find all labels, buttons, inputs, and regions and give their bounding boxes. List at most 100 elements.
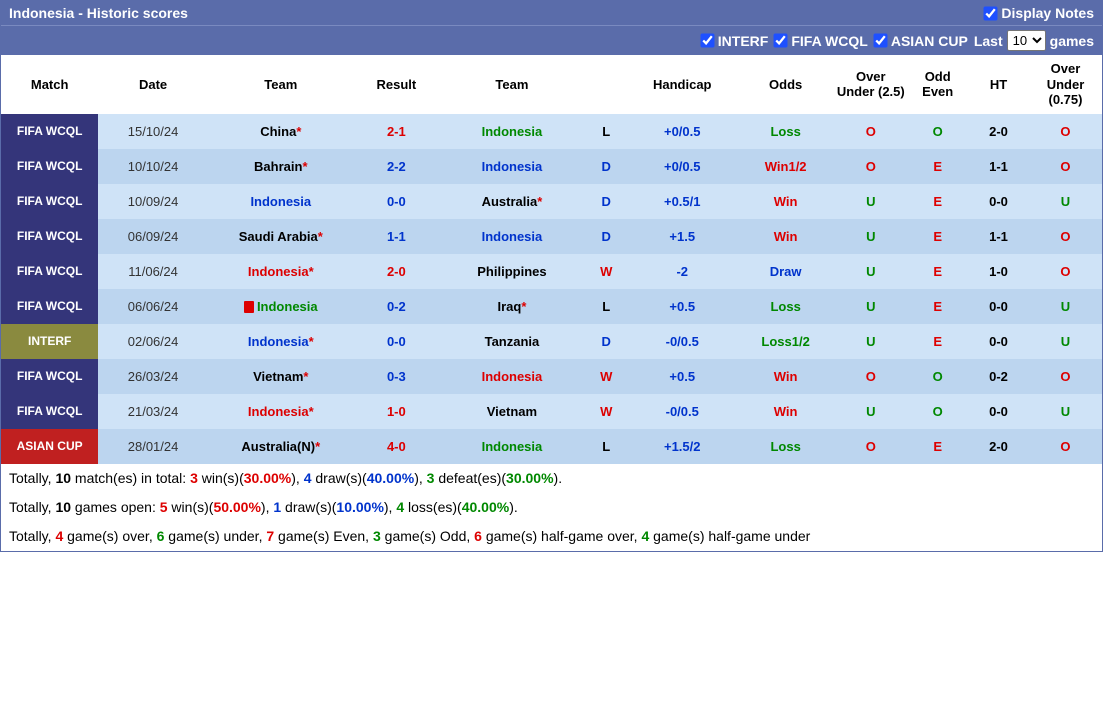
odds-cell: Win xyxy=(737,184,834,219)
odds-cell: Win xyxy=(737,219,834,254)
ou075-cell: O xyxy=(1029,149,1102,184)
team1-cell[interactable]: Australia(N)* xyxy=(208,429,354,464)
col-ou075: Over Under (0.75) xyxy=(1029,55,1102,114)
table-row[interactable]: FIFA WCQL21/03/24Indonesia*1-0VietnamW-0… xyxy=(1,394,1102,429)
result-cell: 4-0 xyxy=(354,429,439,464)
table-row[interactable]: FIFA WCQL06/09/24Saudi Arabia*1-1Indones… xyxy=(1,219,1102,254)
match-type-cell: ASIAN CUP xyxy=(1,429,98,464)
table-row[interactable]: FIFA WCQL11/06/24Indonesia*2-0Philippine… xyxy=(1,254,1102,289)
filter-wcql[interactable]: FIFA WCQL xyxy=(774,33,867,49)
match-type-cell: FIFA WCQL xyxy=(1,359,98,394)
team2-cell[interactable]: Indonesia xyxy=(439,359,585,394)
ou075-cell: O xyxy=(1029,254,1102,289)
filter-asian-checkbox[interactable] xyxy=(873,33,887,47)
team2-cell[interactable]: Indonesia xyxy=(439,114,585,149)
ou25-cell: O xyxy=(834,149,907,184)
display-notes-checkbox[interactable] xyxy=(984,6,998,20)
wdl-cell: D xyxy=(585,149,628,184)
wdl-cell: L xyxy=(585,429,628,464)
ou075-cell: U xyxy=(1029,184,1102,219)
col-result: Result xyxy=(354,55,439,114)
match-type-cell: FIFA WCQL xyxy=(1,289,98,324)
result-cell: 2-1 xyxy=(354,114,439,149)
col-odds: Odds xyxy=(737,55,834,114)
filter-asian[interactable]: ASIAN CUP xyxy=(874,33,968,49)
match-type-cell: INTERF xyxy=(1,324,98,359)
col-match: Match xyxy=(1,55,98,114)
last-games-select[interactable]: 10 xyxy=(1007,30,1046,51)
oe-cell: E xyxy=(907,289,968,324)
ou075-cell: O xyxy=(1029,359,1102,394)
team1-cell[interactable]: Indonesia* xyxy=(208,394,354,429)
oe-cell: E xyxy=(907,184,968,219)
ou25-cell: U xyxy=(834,394,907,429)
match-type-cell: FIFA WCQL xyxy=(1,184,98,219)
col-date: Date xyxy=(98,55,207,114)
team1-cell[interactable]: Saudi Arabia* xyxy=(208,219,354,254)
col-wdl xyxy=(585,55,628,114)
team1-cell[interactable]: Indonesia xyxy=(208,289,354,324)
team2-cell[interactable]: Tanzania xyxy=(439,324,585,359)
ou25-cell: U xyxy=(834,289,907,324)
filter-wcql-checkbox[interactable] xyxy=(774,33,788,47)
handicap-cell: +1.5/2 xyxy=(628,429,737,464)
oe-cell: O xyxy=(907,359,968,394)
handicap-cell: +0.5 xyxy=(628,359,737,394)
display-notes-toggle[interactable]: Display Notes xyxy=(984,5,1094,21)
col-ht: HT xyxy=(968,55,1029,114)
ou25-cell: U xyxy=(834,219,907,254)
date-cell: 02/06/24 xyxy=(98,324,207,359)
ou075-cell: U xyxy=(1029,394,1102,429)
team2-cell[interactable]: Australia* xyxy=(439,184,585,219)
team1-cell[interactable]: Bahrain* xyxy=(208,149,354,184)
table-row[interactable]: ASIAN CUP28/01/24Australia(N)*4-0Indones… xyxy=(1,429,1102,464)
last-pre-label: Last xyxy=(974,33,1003,49)
table-row[interactable]: FIFA WCQL26/03/24Vietnam*0-3IndonesiaW+0… xyxy=(1,359,1102,394)
col-oe: Odd Even xyxy=(907,55,968,114)
odds-cell: Win1/2 xyxy=(737,149,834,184)
date-cell: 28/01/24 xyxy=(98,429,207,464)
team2-cell[interactable]: Philippines xyxy=(439,254,585,289)
filter-wcql-label: FIFA WCQL xyxy=(791,33,867,49)
match-type-cell: FIFA WCQL xyxy=(1,149,98,184)
ht-cell: 0-2 xyxy=(968,359,1029,394)
ht-cell: 1-1 xyxy=(968,149,1029,184)
team1-cell[interactable]: Indonesia* xyxy=(208,324,354,359)
scores-table: Match Date Team Result Team Handicap Odd… xyxy=(1,55,1102,464)
team2-cell[interactable]: Indonesia xyxy=(439,219,585,254)
filter-interf[interactable]: INTERF xyxy=(701,33,769,49)
table-row[interactable]: FIFA WCQL10/09/24Indonesia0-0Australia*D… xyxy=(1,184,1102,219)
team2-cell[interactable]: Indonesia xyxy=(439,149,585,184)
team1-cell[interactable]: Vietnam* xyxy=(208,359,354,394)
team2-cell[interactable]: Indonesia xyxy=(439,429,585,464)
ht-cell: 1-1 xyxy=(968,219,1029,254)
ht-cell: 0-0 xyxy=(968,324,1029,359)
ou25-cell: O xyxy=(834,359,907,394)
odds-cell: Loss xyxy=(737,289,834,324)
team2-cell[interactable]: Iraq* xyxy=(439,289,585,324)
ou075-cell: U xyxy=(1029,324,1102,359)
handicap-cell: +0/0.5 xyxy=(628,114,737,149)
oe-cell: E xyxy=(907,219,968,254)
result-cell: 0-2 xyxy=(354,289,439,324)
filter-interf-checkbox[interactable] xyxy=(700,33,714,47)
odds-cell: Draw xyxy=(737,254,834,289)
table-row[interactable]: FIFA WCQL06/06/24Indonesia0-2Iraq*L+0.5L… xyxy=(1,289,1102,324)
team1-cell[interactable]: Indonesia* xyxy=(208,254,354,289)
team1-cell[interactable]: Indonesia xyxy=(208,184,354,219)
ht-cell: 0-0 xyxy=(968,394,1029,429)
odds-cell: Loss xyxy=(737,429,834,464)
team2-cell[interactable]: Vietnam xyxy=(439,394,585,429)
table-row[interactable]: FIFA WCQL15/10/24China*2-1IndonesiaL+0/0… xyxy=(1,114,1102,149)
ou075-cell: O xyxy=(1029,114,1102,149)
ou25-cell: O xyxy=(834,429,907,464)
wdl-cell: L xyxy=(585,114,628,149)
table-row[interactable]: INTERF02/06/24Indonesia*0-0TanzaniaD-0/0… xyxy=(1,324,1102,359)
handicap-cell: -0/0.5 xyxy=(628,324,737,359)
result-cell: 1-0 xyxy=(354,394,439,429)
date-cell: 11/06/24 xyxy=(98,254,207,289)
table-row[interactable]: FIFA WCQL10/10/24Bahrain*2-2IndonesiaD+0… xyxy=(1,149,1102,184)
ou25-cell: U xyxy=(834,254,907,289)
handicap-cell: +0.5/1 xyxy=(628,184,737,219)
team1-cell[interactable]: China* xyxy=(208,114,354,149)
